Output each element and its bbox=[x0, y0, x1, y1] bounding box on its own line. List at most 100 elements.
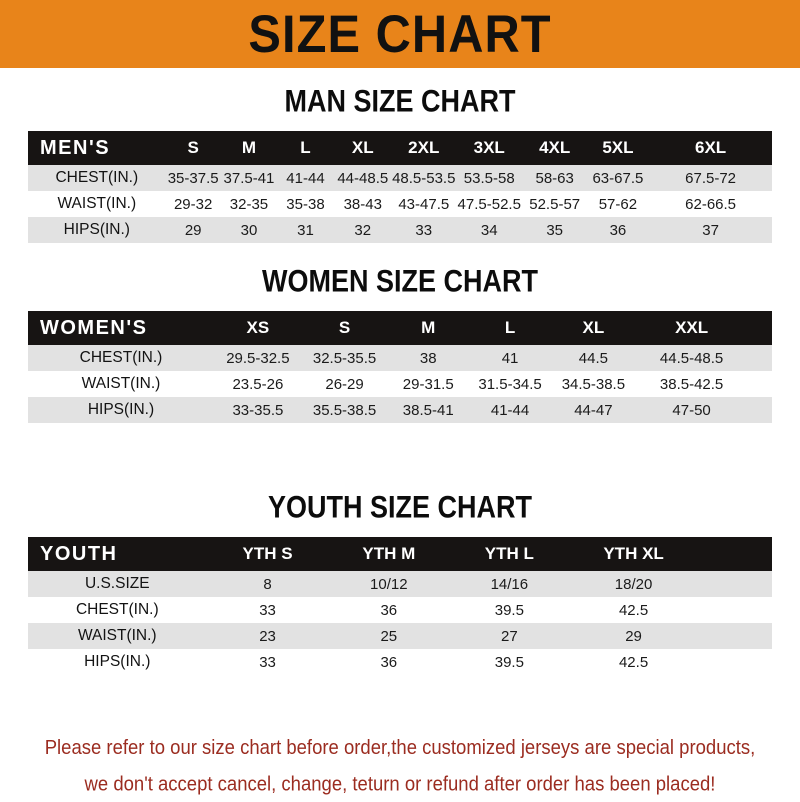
women-cell: 29-31.5 bbox=[387, 371, 470, 397]
women-table-header-row: WOMEN'S XS S M L XL XXL bbox=[28, 311, 772, 345]
women-cell: 23.5-26 bbox=[214, 371, 302, 397]
men-cell: 57-62 bbox=[586, 191, 650, 217]
table-row: U.S.SIZE 8 10/12 14/16 18/20 bbox=[28, 571, 772, 597]
women-section-title: WOMEN SIZE CHART bbox=[262, 263, 538, 299]
men-cell: 33 bbox=[391, 217, 456, 243]
men-cell: 53.5-58 bbox=[455, 165, 523, 191]
men-cell: 47.5-52.5 bbox=[455, 191, 523, 217]
women-cell: 47-50 bbox=[635, 397, 748, 423]
youth-cell: 36 bbox=[328, 597, 450, 623]
men-cell: 62-66.5 bbox=[649, 191, 772, 217]
table-row: HIPS(IN.) 29 30 31 32 33 34 35 36 37 bbox=[28, 217, 772, 243]
women-cell: 38 bbox=[387, 345, 470, 371]
page-title: SIZE CHART bbox=[248, 4, 552, 64]
men-row-label: HIPS(IN.) bbox=[28, 217, 166, 243]
youth-cell: 42.5 bbox=[569, 649, 698, 675]
youth-cell: 33 bbox=[206, 597, 329, 623]
disclaimer-line-1: Please refer to our size chart before or… bbox=[44, 734, 756, 759]
youth-cell: 18/20 bbox=[569, 571, 698, 597]
women-cell-spacer bbox=[747, 345, 772, 371]
youth-cell: 8 bbox=[206, 571, 329, 597]
men-cell: 63-67.5 bbox=[586, 165, 650, 191]
table-row: WAIST(IN.) 23.5-26 26-29 29-31.5 31.5-34.5 34… bbox=[28, 371, 772, 397]
men-size-table: MEN'S S M L XL 2XL 3XL 4XL 5XL 6XL CHEST(IN.) 35-37… bbox=[28, 131, 772, 243]
men-row-label: CHEST(IN.) bbox=[28, 165, 166, 191]
youth-cell: 39.5 bbox=[449, 597, 570, 623]
youth-table-header-row: YOUTH YTH S YTH M YTH L YTH XL bbox=[28, 537, 772, 571]
women-column-header-1: XS bbox=[214, 311, 302, 345]
men-category-label: MEN'S bbox=[28, 131, 166, 165]
disclaimer-line-2: we don't accept cancel, change, teturn o… bbox=[84, 771, 716, 796]
women-cell: 35.5-38.5 bbox=[301, 397, 388, 423]
men-cell: 41-44 bbox=[277, 165, 334, 191]
men-cell: 38-43 bbox=[333, 191, 392, 217]
women-size-table: WOMEN'S XS S M L XL XXL CHEST(IN.) 29.5-32.5 32.… bbox=[28, 311, 772, 423]
youth-cell: 33 bbox=[206, 649, 329, 675]
disclaimer-text: Please refer to our size chart before or… bbox=[0, 728, 800, 802]
women-cell: 44-47 bbox=[550, 397, 636, 423]
youth-cell: 29 bbox=[569, 623, 698, 649]
youth-row-label: WAIST(IN.) bbox=[28, 623, 207, 649]
women-column-header-6: XXL bbox=[635, 311, 748, 345]
men-cell: 32 bbox=[333, 217, 392, 243]
youth-column-header-4: YTH XL bbox=[569, 537, 698, 571]
women-cell: 38.5-41 bbox=[387, 397, 470, 423]
women-cell-spacer bbox=[747, 371, 772, 397]
women-column-header-5: XL bbox=[550, 311, 636, 345]
men-cell: 30 bbox=[220, 217, 278, 243]
women-cell: 44.5 bbox=[550, 345, 636, 371]
men-cell: 37 bbox=[649, 217, 772, 243]
men-cell: 35-38 bbox=[277, 191, 334, 217]
table-row: WAIST(IN.) 23 25 27 29 bbox=[28, 623, 772, 649]
youth-cell: 14/16 bbox=[449, 571, 570, 597]
youth-column-header-2: YTH M bbox=[328, 537, 450, 571]
youth-cell: 23 bbox=[206, 623, 329, 649]
table-row: HIPS(IN.) 33-35.5 35.5-38.5 38.5-41 41-44 44-… bbox=[28, 397, 772, 423]
women-column-header-2: S bbox=[301, 311, 388, 345]
table-row: CHEST(IN.) 29.5-32.5 32.5-35.5 38 41 44.5 44.5… bbox=[28, 345, 772, 371]
youth-row-label: HIPS(IN.) bbox=[28, 649, 207, 675]
women-cell: 34.5-38.5 bbox=[550, 371, 636, 397]
men-column-header-8: 5XL bbox=[586, 131, 650, 165]
women-row-label: CHEST(IN.) bbox=[28, 345, 214, 371]
women-cell: 41-44 bbox=[469, 397, 551, 423]
men-cell: 44-48.5 bbox=[333, 165, 392, 191]
youth-column-header-3: YTH L bbox=[449, 537, 570, 571]
youth-cell: 27 bbox=[449, 623, 570, 649]
youth-cell-spacer bbox=[697, 649, 772, 675]
women-cell: 33-35.5 bbox=[214, 397, 302, 423]
table-row: CHEST(IN.) 33 36 39.5 42.5 bbox=[28, 597, 772, 623]
men-cell: 43-47.5 bbox=[391, 191, 456, 217]
men-column-header-9: 6XL bbox=[649, 131, 772, 165]
women-row-label: WAIST(IN.) bbox=[28, 371, 214, 397]
men-cell: 36 bbox=[586, 217, 650, 243]
youth-column-header-1: YTH S bbox=[206, 537, 329, 571]
men-cell: 29-32 bbox=[165, 191, 221, 217]
men-column-header-4: XL bbox=[333, 131, 392, 165]
youth-row-label: U.S.SIZE bbox=[28, 571, 207, 597]
men-cell: 29 bbox=[165, 217, 221, 243]
youth-header-spacer bbox=[697, 537, 772, 571]
table-row: WAIST(IN.) 29-32 32-35 35-38 38-43 43-47.5 47.… bbox=[28, 191, 772, 217]
youth-cell-spacer bbox=[697, 597, 772, 623]
youth-cell-spacer bbox=[697, 623, 772, 649]
men-column-header-7: 4XL bbox=[522, 131, 587, 165]
men-cell: 52.5-57 bbox=[522, 191, 587, 217]
women-column-header-3: M bbox=[387, 311, 470, 345]
women-cell: 41 bbox=[469, 345, 551, 371]
women-cell: 26-29 bbox=[301, 371, 388, 397]
page-banner: SIZE CHART bbox=[0, 0, 800, 68]
women-category-label: WOMEN'S bbox=[28, 311, 214, 345]
men-cell: 35-37.5 bbox=[165, 165, 221, 191]
men-cell: 37.5-41 bbox=[220, 165, 278, 191]
men-cell: 35 bbox=[522, 217, 587, 243]
men-column-header-6: 3XL bbox=[455, 131, 523, 165]
table-row: HIPS(IN.) 33 36 39.5 42.5 bbox=[28, 649, 772, 675]
men-cell: 34 bbox=[455, 217, 523, 243]
youth-section-title: YOUTH SIZE CHART bbox=[267, 489, 532, 525]
youth-cell: 36 bbox=[328, 649, 450, 675]
youth-size-table: YOUTH YTH S YTH M YTH L YTH XL U.S.SIZE 8 10/1… bbox=[28, 537, 772, 675]
women-cell: 31.5-34.5 bbox=[469, 371, 551, 397]
women-header-spacer bbox=[747, 311, 772, 345]
